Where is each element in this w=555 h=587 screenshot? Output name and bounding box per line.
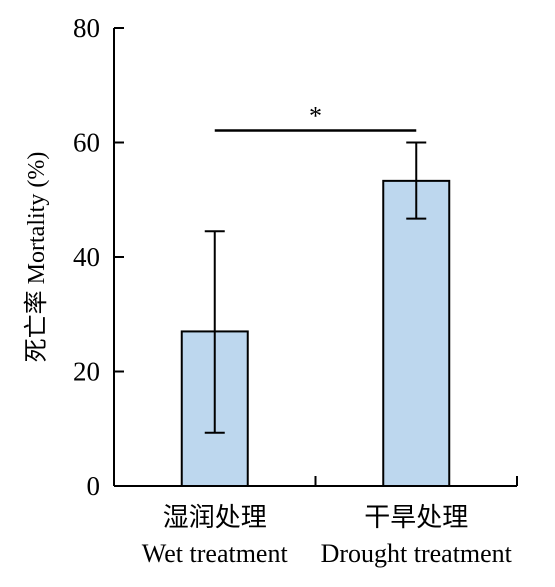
bars [180, 179, 451, 487]
y-axis-title: 死亡率 Mortality (%) [23, 152, 50, 363]
significance-star: * [309, 102, 322, 131]
y-tick-label: 0 [87, 471, 101, 501]
y-tick-label: 20 [73, 357, 100, 387]
axes [113, 27, 518, 487]
y-tick-label: 80 [73, 13, 100, 43]
y-axis-tick-labels: 0 20 40 60 80 [73, 13, 100, 501]
x-category-label-cn: 湿润处理 [163, 503, 267, 532]
bar [382, 179, 451, 487]
x-axis-labels: 湿润处理 Wet treatment 干旱处理 Drought treatment [142, 503, 513, 568]
x-category-label-en: Wet treatment [142, 539, 289, 568]
x-category-label-cn: 干旱处理 [364, 503, 468, 532]
error-bars [204, 141, 427, 434]
x-category-label-en: Drought treatment [321, 539, 513, 568]
y-tick-label: 60 [73, 128, 100, 158]
significance-annotation: * [214, 102, 417, 132]
y-tick-label: 40 [73, 242, 100, 272]
